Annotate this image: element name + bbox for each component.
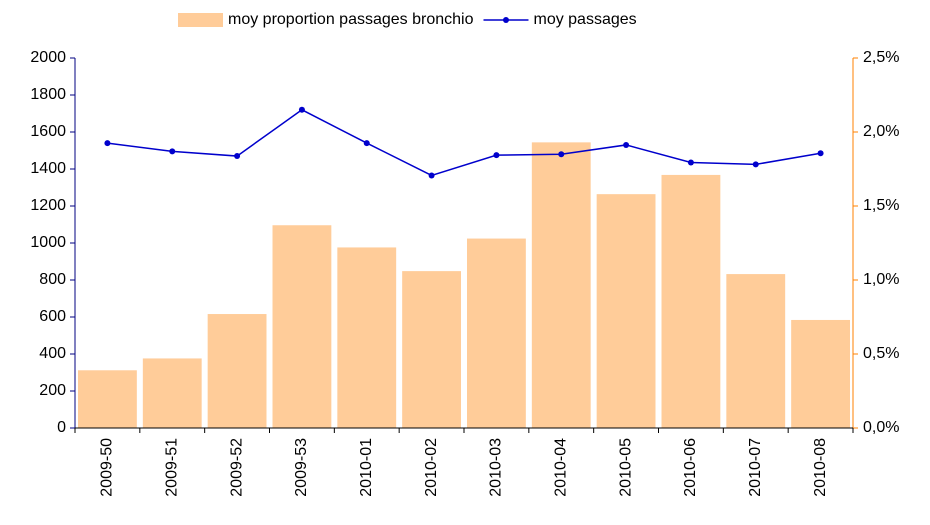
line [107,108,821,177]
line-point [363,140,370,147]
legend-swatch [502,17,509,23]
x-tick-label: 2010-03 [488,438,505,497]
y2-tick-label: 0,0% [863,419,899,436]
bar [207,314,267,428]
legend-label: moy passages [533,11,636,28]
x-tick-label: 2010-06 [682,438,699,497]
bar [661,174,721,428]
bar [726,274,786,428]
bar [142,358,202,428]
line-point [234,153,241,160]
y-tick-label: 400 [39,345,66,362]
y-tick-label: 1400 [30,160,66,177]
x-tick-label: 2010-05 [617,438,634,497]
line-point [298,106,305,113]
bar [467,238,526,428]
x-tick-label: 2009-51 [163,438,180,497]
bar [337,247,397,428]
y-tick-label: 200 [39,382,66,399]
line-point [428,172,435,179]
x-tick-label: 2009-50 [99,438,116,497]
line-point [104,140,111,147]
y2-tick-label: 1,5% [863,197,899,214]
x-tick-label: 2010-01 [358,438,375,497]
y-tick-label: 800 [39,271,66,288]
x-tick-label: 2010-07 [747,438,764,497]
x-tick-label: 2009-52 [228,438,245,497]
line-point [752,161,759,168]
y-tick-label: 0 [57,419,66,436]
x-tick-label: 2010-04 [552,438,569,497]
legend-swatch [178,13,223,27]
x-tick-label: 2010-08 [812,438,829,497]
y-tick-label: 1000 [30,234,66,251]
y2-tick-label: 2,5% [863,49,899,66]
x-tick-label: 2009-53 [293,438,310,497]
y-tick-label: 600 [39,308,66,325]
y-tick-label: 2000 [30,49,66,66]
bar [596,194,656,428]
bar [791,319,850,428]
x-tick-label: 2010-02 [423,438,440,497]
y-tick-label: 1600 [30,123,66,140]
line-point [493,152,500,159]
line-point [687,159,694,166]
y2-tick-label: 2,0% [863,123,899,140]
line-point [169,148,176,155]
legend-label: moy proportion passages bronchio [228,11,474,28]
bar [531,142,591,429]
bar [78,370,137,428]
bar [272,225,332,428]
y-tick-label: 1200 [30,197,66,214]
y-tick-label: 1800 [30,86,66,103]
line-point [817,150,824,157]
line-point [623,141,630,148]
line-point [558,151,565,158]
bar [402,271,461,428]
y2-tick-label: 0,5% [863,345,899,362]
y2-tick-label: 1,0% [863,271,899,288]
